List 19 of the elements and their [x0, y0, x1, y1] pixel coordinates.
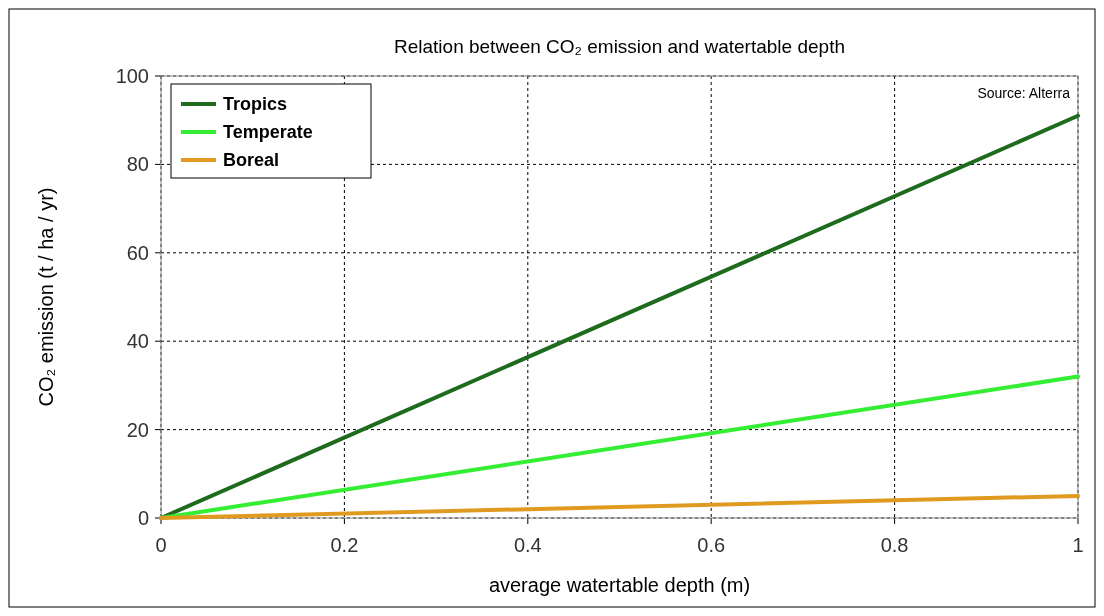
- y-tick-label: 60: [126, 241, 149, 264]
- x-axis-title: average watertable depth (m): [488, 574, 751, 596]
- y-axis-title: CO₂ emission (t / ha / yr): [35, 187, 57, 407]
- legend-label: Tropics: [223, 94, 288, 114]
- y-tick-label: 0: [137, 507, 149, 529]
- y-tick-label: 20: [126, 418, 149, 441]
- x-tick-label: 0.6: [697, 534, 726, 556]
- x-tick-label: 0.8: [880, 534, 909, 556]
- y-tick-label: 40: [126, 330, 149, 353]
- legend-label: Temperate: [223, 122, 313, 142]
- annotation: Source: Alterra: [977, 85, 1071, 101]
- x-tick-label: 1: [1072, 534, 1084, 556]
- legend-label: Boreal: [223, 150, 280, 170]
- y-tick-label: 100: [115, 65, 149, 87]
- chart-title: Relation between CO₂ emission and watertable depth: [394, 36, 845, 57]
- x-tick-label: 0.4: [513, 534, 542, 556]
- x-tick-label: 0.2: [330, 534, 359, 556]
- x-tick-label: 0: [155, 534, 167, 556]
- y-tick-label: 80: [126, 153, 149, 176]
